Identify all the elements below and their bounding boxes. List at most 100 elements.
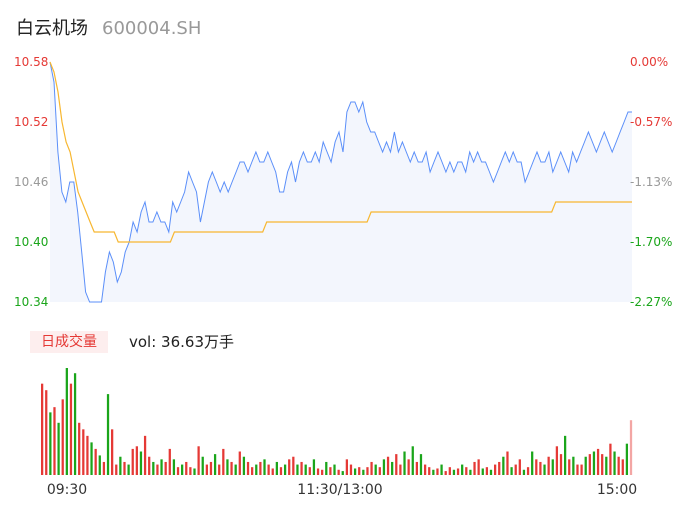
volume-bar bbox=[341, 471, 344, 475]
volume-bar bbox=[267, 464, 270, 475]
volume-bar bbox=[135, 446, 138, 475]
volume-bar bbox=[193, 468, 196, 475]
volume-bar bbox=[539, 461, 542, 475]
volume-bar bbox=[41, 383, 44, 475]
volume-bar bbox=[86, 435, 89, 475]
volume-bar bbox=[374, 464, 377, 475]
volume-bar bbox=[605, 456, 608, 475]
volume-bar bbox=[535, 459, 538, 475]
volume-bar bbox=[432, 469, 435, 475]
volume-bar bbox=[255, 464, 258, 475]
volume-bar bbox=[283, 464, 287, 475]
y-tick-left-1: 10.52 bbox=[14, 115, 48, 129]
volume-bar bbox=[321, 469, 324, 475]
volume-bar bbox=[238, 451, 241, 475]
volume-bar bbox=[197, 446, 200, 475]
volume-bar bbox=[337, 469, 340, 475]
volume-bar bbox=[288, 459, 291, 475]
volume-bar bbox=[411, 446, 414, 475]
volume-bar bbox=[139, 451, 143, 475]
y-tick-right-3: -1.70% bbox=[630, 235, 672, 249]
volume-bar bbox=[242, 456, 246, 475]
volume-bar bbox=[164, 461, 167, 475]
volume-bar bbox=[415, 461, 418, 475]
volume-bar bbox=[531, 451, 534, 475]
volume-bar bbox=[316, 468, 320, 475]
volume-bar bbox=[296, 464, 299, 475]
price-line bbox=[49, 61, 632, 303]
volume-bar bbox=[279, 467, 283, 475]
volume-bar bbox=[485, 467, 489, 475]
volume-bar bbox=[185, 461, 188, 475]
volume-bar bbox=[263, 459, 266, 475]
volume-bar bbox=[94, 448, 97, 475]
volume-bar bbox=[230, 461, 233, 475]
stock-header: 白云机场 600004.SH bbox=[16, 14, 202, 39]
volume-bar bbox=[345, 459, 348, 475]
volume-bar bbox=[382, 459, 386, 475]
stock-name: 白云机场 bbox=[16, 18, 88, 39]
volume-bar bbox=[473, 461, 476, 475]
volume-bar bbox=[300, 461, 303, 475]
volume-bar bbox=[106, 394, 110, 475]
volume-bar bbox=[576, 464, 579, 475]
volume-bar bbox=[259, 461, 262, 475]
volume-bar bbox=[49, 412, 52, 475]
volume-bar bbox=[189, 467, 192, 475]
volume-bar bbox=[131, 448, 134, 475]
volume-bar bbox=[226, 459, 229, 475]
volume-bar bbox=[358, 467, 361, 475]
volume-bar bbox=[90, 442, 93, 475]
volume-bar bbox=[312, 459, 316, 475]
volume-bar bbox=[98, 455, 101, 475]
volume-bar bbox=[308, 467, 311, 475]
volume-bar bbox=[510, 467, 513, 475]
average-price-line bbox=[49, 61, 632, 243]
volume-bar bbox=[160, 459, 163, 475]
volume-bar bbox=[452, 469, 456, 475]
y-tick-right-0: 0.00% bbox=[630, 55, 668, 69]
volume-bar bbox=[329, 467, 332, 475]
volume-bar bbox=[559, 454, 563, 475]
volume-bars bbox=[41, 368, 633, 475]
volume-bar bbox=[275, 461, 278, 475]
price-area-fill bbox=[50, 62, 632, 302]
volume-bar bbox=[403, 451, 406, 475]
volume-bar bbox=[568, 459, 571, 475]
volume-bar bbox=[292, 456, 295, 475]
volume-bar bbox=[148, 456, 151, 475]
volume-bar bbox=[419, 454, 423, 475]
volume-bar bbox=[353, 468, 357, 475]
volume-bar bbox=[123, 461, 126, 475]
volume-bar bbox=[57, 422, 60, 475]
volume-bar bbox=[246, 461, 250, 475]
volume-readout: vol: 36.63万手 bbox=[129, 333, 234, 351]
y-tick-left-4: 10.34 bbox=[14, 295, 48, 309]
volume-bar bbox=[69, 383, 73, 475]
volume-bar bbox=[366, 467, 369, 475]
volume-bar bbox=[209, 461, 213, 475]
volume-bar bbox=[222, 448, 225, 475]
volume-tab[interactable]: 日成交量 bbox=[30, 331, 108, 353]
volume-bar bbox=[251, 467, 254, 475]
volume-bar bbox=[601, 454, 604, 475]
volume-bar bbox=[440, 464, 443, 475]
x-tick-open: 09:30 bbox=[47, 482, 87, 498]
volume-bar bbox=[78, 422, 81, 475]
volume-bar bbox=[584, 456, 587, 475]
volume-bar bbox=[572, 456, 575, 475]
volume-bar bbox=[629, 420, 633, 475]
volume-bar bbox=[115, 464, 118, 475]
volume-bar bbox=[156, 464, 159, 475]
volume-bar bbox=[502, 456, 505, 475]
volume-bar bbox=[127, 464, 130, 475]
stock-code: 600004.SH bbox=[102, 18, 202, 39]
volume-bar bbox=[111, 429, 114, 475]
volume-bar bbox=[543, 464, 546, 475]
volume-bar bbox=[119, 456, 122, 475]
volume-bar bbox=[386, 456, 390, 475]
volume-bar bbox=[362, 469, 365, 475]
volume-bar bbox=[493, 464, 497, 475]
volume-bar bbox=[580, 464, 583, 475]
x-tick-midday: 11:30/13:00 bbox=[297, 482, 382, 498]
